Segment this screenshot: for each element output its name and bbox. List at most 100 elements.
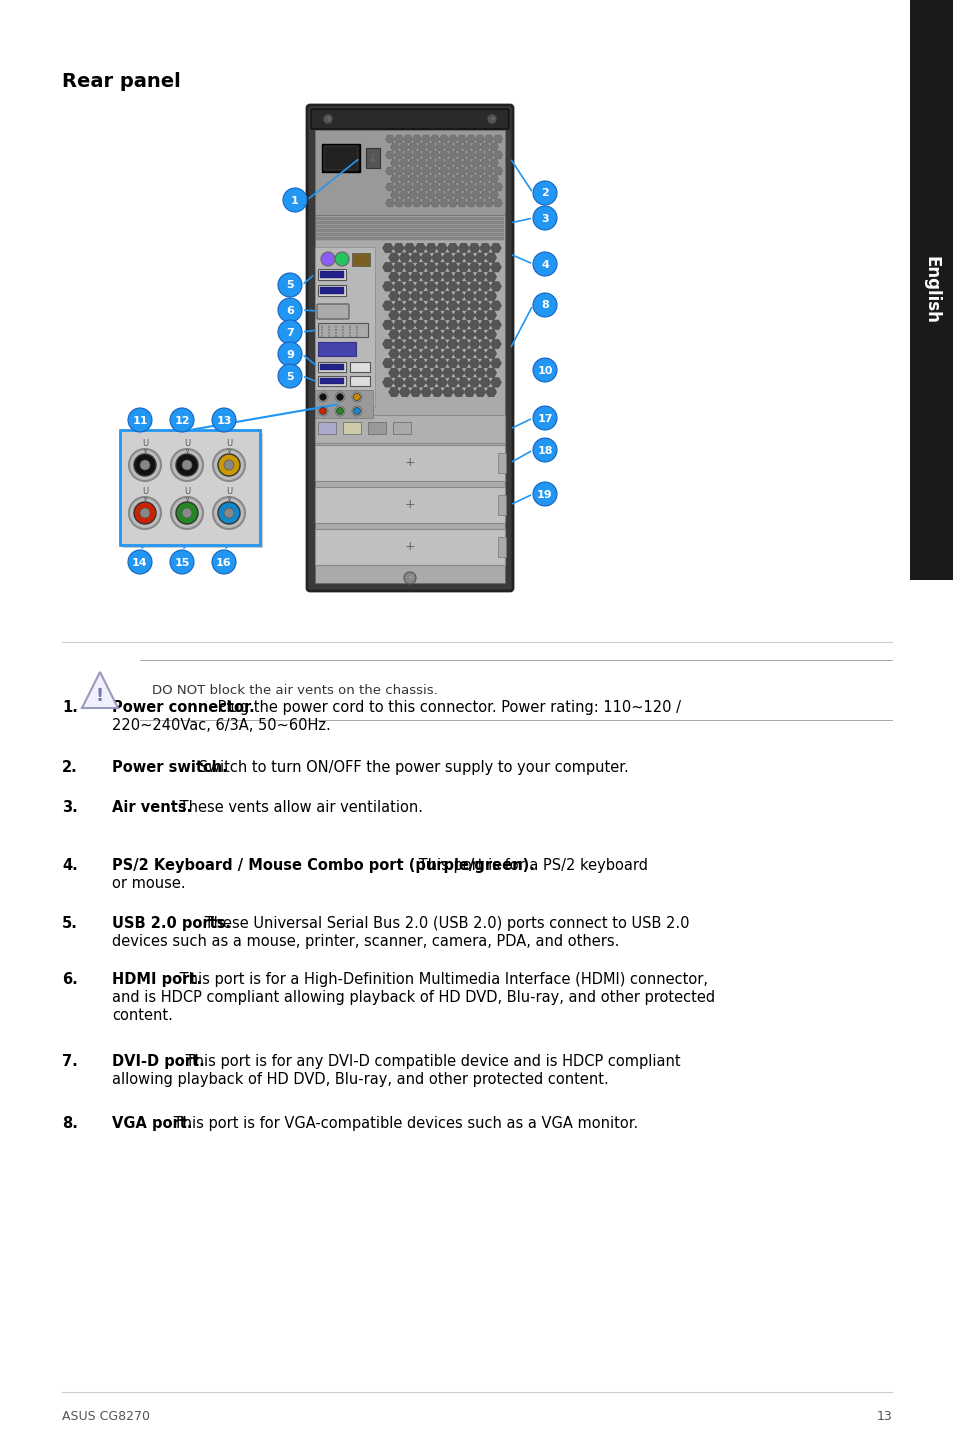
- FancyBboxPatch shape: [311, 109, 509, 129]
- Circle shape: [533, 206, 557, 230]
- Text: Plug the power cord to this connector. Power rating: 110~120 /: Plug the power cord to this connector. P…: [213, 700, 680, 715]
- FancyBboxPatch shape: [324, 147, 357, 170]
- Text: English: English: [923, 256, 940, 324]
- Circle shape: [354, 394, 360, 401]
- Circle shape: [341, 329, 344, 331]
- Bar: [314, 129, 504, 216]
- Circle shape: [224, 508, 233, 518]
- Text: DO NOT block the air vents on the chassis.: DO NOT block the air vents on the chassi…: [152, 683, 437, 696]
- Bar: [315, 229, 503, 232]
- Text: These Universal Serial Bus 2.0 (USB 2.0) ports connect to USB 2.0: These Universal Serial Bus 2.0 (USB 2.0)…: [200, 916, 689, 930]
- Text: This port is for a PS/2 keyboard: This port is for a PS/2 keyboard: [414, 858, 648, 873]
- Text: or mouse.: or mouse.: [112, 876, 186, 892]
- Circle shape: [182, 508, 192, 518]
- Text: DVI-D port.: DVI-D port.: [112, 1054, 205, 1068]
- Bar: [497, 453, 505, 473]
- Text: 17: 17: [537, 414, 552, 424]
- Text: 3: 3: [540, 213, 548, 223]
- Bar: [368, 421, 386, 434]
- Bar: [314, 247, 375, 407]
- Bar: [497, 495, 505, 515]
- Text: +: +: [407, 575, 413, 581]
- Bar: [319, 378, 344, 384]
- Bar: [314, 129, 504, 582]
- Circle shape: [320, 329, 323, 331]
- Bar: [314, 444, 504, 480]
- Circle shape: [328, 329, 330, 331]
- Bar: [322, 144, 359, 173]
- Text: 16: 16: [216, 558, 232, 568]
- Bar: [314, 487, 504, 523]
- Circle shape: [323, 114, 333, 124]
- Circle shape: [175, 454, 198, 476]
- Circle shape: [320, 332, 323, 334]
- Circle shape: [319, 407, 326, 414]
- Text: This port is for any DVI-D compatible device and is HDCP compliant: This port is for any DVI-D compatible de…: [181, 1054, 680, 1068]
- Circle shape: [486, 114, 497, 124]
- Text: PS/2 Keyboard / Mouse Combo port (purple/green).: PS/2 Keyboard / Mouse Combo port (purple…: [112, 858, 535, 873]
- Circle shape: [336, 394, 343, 401]
- Text: 1.: 1.: [62, 700, 78, 715]
- Text: +: +: [404, 456, 415, 469]
- Text: ASUS CG8270: ASUS CG8270: [62, 1411, 150, 1424]
- Text: 19: 19: [537, 489, 552, 499]
- Text: 220~240Vac, 6/3A, 50~60Hz.: 220~240Vac, 6/3A, 50~60Hz.: [112, 718, 331, 733]
- Circle shape: [128, 408, 152, 431]
- Bar: [497, 536, 505, 557]
- Circle shape: [341, 332, 344, 334]
- Bar: [909, 0, 953, 580]
- Circle shape: [335, 329, 336, 331]
- Text: These vents allow air ventilation.: These vents allow air ventilation.: [174, 800, 422, 815]
- FancyBboxPatch shape: [316, 303, 349, 319]
- Bar: [319, 364, 344, 370]
- Circle shape: [277, 364, 302, 388]
- Circle shape: [336, 407, 343, 414]
- Circle shape: [140, 508, 150, 518]
- Circle shape: [355, 329, 357, 331]
- Circle shape: [328, 332, 330, 334]
- Bar: [319, 270, 344, 278]
- Text: 13: 13: [876, 1411, 891, 1424]
- Bar: [314, 390, 373, 418]
- Text: 9: 9: [286, 349, 294, 360]
- Text: content.: content.: [112, 1008, 172, 1022]
- Circle shape: [320, 252, 335, 266]
- Bar: [317, 375, 346, 385]
- Circle shape: [277, 342, 302, 367]
- Circle shape: [182, 460, 192, 470]
- Text: Air vents.: Air vents.: [112, 800, 193, 815]
- Circle shape: [133, 502, 156, 523]
- Text: 8: 8: [540, 301, 548, 311]
- Circle shape: [171, 498, 203, 529]
- Text: 2.: 2.: [62, 761, 77, 775]
- Circle shape: [218, 454, 240, 476]
- Text: ∨: ∨: [142, 496, 148, 502]
- Circle shape: [212, 549, 235, 574]
- Text: 4.: 4.: [62, 858, 77, 873]
- Text: 4: 4: [540, 259, 548, 269]
- Circle shape: [354, 407, 360, 414]
- Circle shape: [349, 335, 351, 336]
- Text: +: +: [404, 499, 415, 512]
- Text: Rear panel: Rear panel: [62, 72, 180, 91]
- Circle shape: [283, 188, 307, 211]
- Bar: [350, 375, 370, 385]
- Circle shape: [175, 502, 198, 523]
- Text: I
O: I O: [371, 152, 375, 164]
- Circle shape: [140, 460, 150, 470]
- Text: +: +: [489, 116, 495, 122]
- Circle shape: [533, 439, 557, 462]
- Text: 8.: 8.: [62, 1116, 78, 1132]
- Bar: [317, 269, 346, 280]
- Circle shape: [355, 335, 357, 336]
- Circle shape: [335, 252, 349, 266]
- Text: 7.: 7.: [62, 1054, 77, 1068]
- Circle shape: [335, 393, 345, 403]
- Text: !: !: [96, 687, 104, 705]
- Text: ∨: ∨: [142, 449, 148, 454]
- Circle shape: [533, 252, 557, 276]
- Bar: [366, 148, 379, 168]
- FancyBboxPatch shape: [120, 430, 260, 545]
- Text: +: +: [404, 541, 415, 554]
- Bar: [317, 342, 355, 357]
